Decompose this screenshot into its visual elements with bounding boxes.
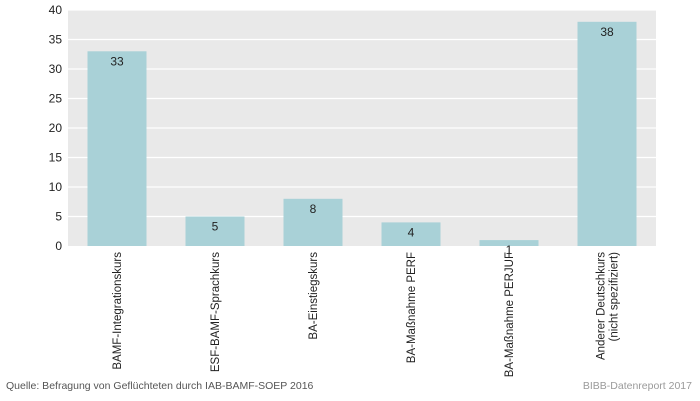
data-label: 33: [110, 54, 124, 68]
bar: [185, 216, 245, 246]
data-label: 8: [310, 202, 317, 216]
x-tick-label-line: (nicht spezifiziert): [609, 252, 621, 342]
y-tick-label: 5: [55, 210, 62, 224]
data-label: 1: [506, 243, 513, 257]
x-tick-label: ESF-BAMF-Sprachkurs: [210, 252, 222, 372]
x-tick-label: BAMF-Integrationskurs: [112, 252, 124, 370]
y-tick-label: 20: [49, 121, 63, 135]
x-tick-label-line: BAMF-Integrationskurs: [112, 252, 124, 370]
x-tick-label-line: ESF-BAMF-Sprachkurs: [210, 252, 222, 372]
x-tick-label: BA-Maßnahme PERJUF: [504, 252, 516, 377]
y-tick-label: 35: [49, 33, 63, 47]
bar: [381, 222, 441, 246]
y-tick-label: 10: [49, 180, 63, 194]
bar: [283, 198, 343, 246]
bars: [87, 21, 637, 246]
x-tick-label-line: BA-Einstiegskurs: [308, 252, 320, 340]
y-tick-label: 40: [49, 3, 63, 17]
x-tick-label-line: BA-Maßnahme PERJUF: [504, 252, 516, 377]
y-axis-ticks: 0 5 10 15 20 25 30 35 40: [49, 3, 63, 253]
x-tick-label: BA-Einstiegskurs: [308, 252, 320, 340]
bar: [479, 240, 539, 246]
source-note: Quelle: Befragung von Geflüchteten durch…: [6, 380, 314, 392]
x-tick-label: Anderer Deutschkurs (nicht spezifiziert): [596, 252, 621, 360]
bar: [87, 51, 147, 246]
x-tick-label: BA-Maßnahme PERF: [406, 252, 418, 363]
x-tick-label-line: BA-Maßnahme PERF: [406, 252, 418, 363]
y-tick-label: 30: [49, 62, 63, 76]
x-axis-ticks: BAMF-Integrationskurs ESF-BAMF-Sprachkurs…: [112, 252, 621, 378]
data-label: 38: [600, 25, 614, 39]
x-tick-label-line: Anderer Deutschkurs: [596, 252, 608, 360]
data-labels: 33 5 8 4 1 38: [110, 25, 614, 257]
y-tick-label: 15: [49, 151, 63, 165]
data-label: 5: [212, 220, 219, 234]
bar: [577, 21, 637, 246]
report-credit: BIBB-Datenreport 2017: [582, 380, 692, 392]
data-label: 4: [408, 225, 415, 239]
y-tick-label: 25: [49, 92, 63, 106]
gridlines: [68, 9, 656, 218]
y-tick-label: 0: [55, 239, 62, 253]
